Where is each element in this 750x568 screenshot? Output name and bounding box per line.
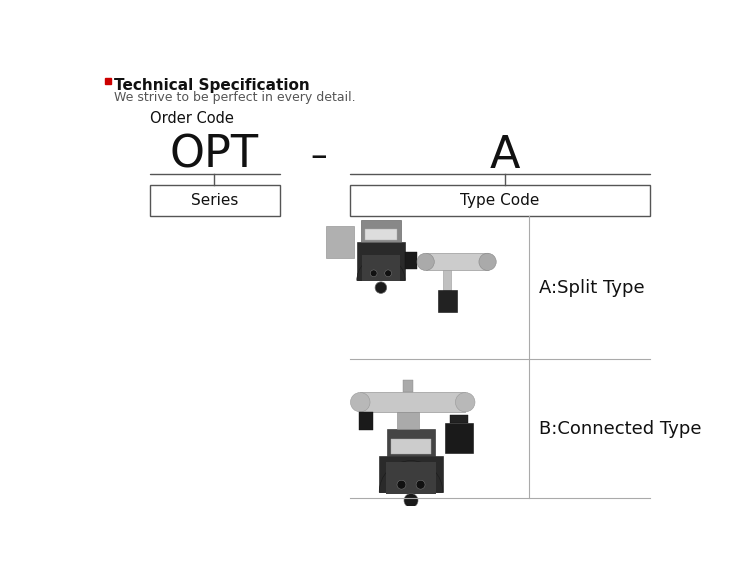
Bar — [149, 185, 280, 216]
Text: Technical Specification: Technical Specification — [114, 78, 310, 93]
Circle shape — [370, 270, 377, 277]
Bar — [380, 456, 442, 492]
Bar — [451, 415, 468, 423]
Text: Series: Series — [191, 193, 238, 208]
Bar — [361, 220, 401, 242]
Bar — [391, 438, 431, 454]
Text: OPT: OPT — [170, 133, 259, 177]
Circle shape — [416, 481, 425, 489]
Bar — [360, 392, 465, 412]
Circle shape — [417, 253, 434, 270]
Circle shape — [479, 253, 496, 270]
Bar — [350, 185, 650, 216]
Wedge shape — [380, 461, 442, 492]
Bar — [326, 226, 355, 257]
Text: A:Split Type: A:Split Type — [538, 279, 644, 296]
Circle shape — [385, 270, 392, 277]
Circle shape — [455, 392, 475, 412]
Wedge shape — [357, 257, 405, 281]
Bar — [105, 78, 111, 83]
Bar — [445, 423, 473, 453]
Text: We strive to be perfect in every detail.: We strive to be perfect in every detail. — [114, 91, 356, 105]
Circle shape — [350, 392, 370, 412]
Circle shape — [397, 481, 406, 489]
Text: B:Connected Type: B:Connected Type — [538, 420, 701, 437]
Bar — [359, 412, 373, 430]
Text: Type Code: Type Code — [460, 193, 539, 208]
Bar — [426, 253, 488, 270]
Bar — [403, 380, 412, 392]
Bar — [405, 252, 417, 269]
Bar — [364, 229, 397, 240]
Bar — [387, 428, 435, 456]
Bar — [357, 242, 405, 281]
Text: –: – — [310, 140, 327, 173]
Bar — [362, 255, 401, 281]
Bar — [443, 270, 452, 290]
Bar — [386, 462, 436, 494]
Text: Order Code: Order Code — [149, 111, 233, 126]
Bar — [397, 412, 419, 428]
Bar — [437, 290, 457, 312]
Text: A: A — [489, 133, 520, 177]
Circle shape — [404, 494, 418, 507]
Circle shape — [375, 282, 387, 294]
